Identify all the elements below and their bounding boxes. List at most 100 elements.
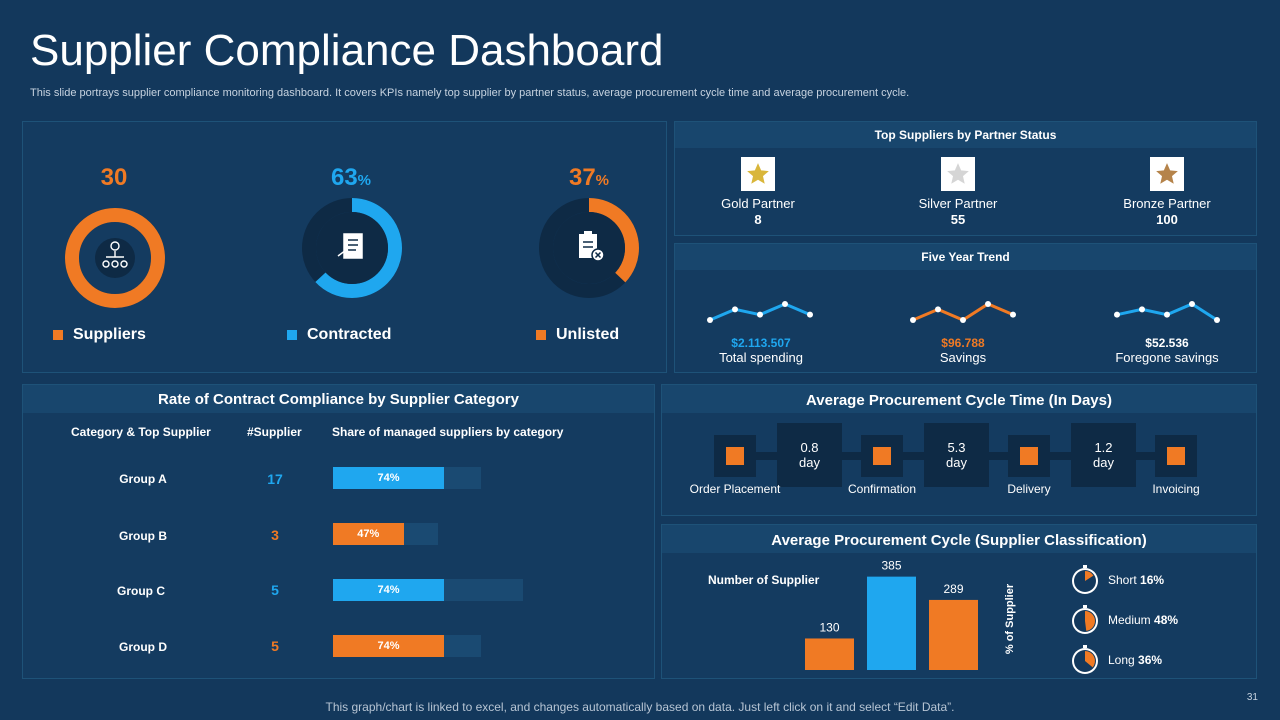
sparkline-point [707, 317, 713, 323]
kpi-suppliers-donut [65, 208, 165, 308]
gauge-knob [1083, 565, 1087, 568]
partner-gold: Gold Partner 8 [678, 157, 838, 227]
kpi-suppliers-value: 30 [100, 164, 128, 191]
short-label: Short 16% [1108, 573, 1165, 587]
total-spending-label: Total spending [719, 350, 803, 365]
foregone-savings-sparkline [1114, 301, 1220, 323]
long-label: Long 36% [1108, 653, 1163, 667]
partner-gold-value: 8 [754, 212, 762, 227]
total-spending-amount: $2.113.507 [731, 336, 791, 350]
sparkline-point [1010, 311, 1016, 318]
group-label: Group D [119, 640, 167, 654]
sparkline-point [1114, 311, 1120, 318]
sparkline-point [1214, 317, 1220, 323]
partner-bronze-label: Bronze Partner [1123, 196, 1211, 211]
share-bar: 74% [333, 635, 444, 657]
duration-1-unit: day [799, 455, 820, 470]
savings-sparkline [910, 301, 1016, 323]
legend-suppliers: Suppliers [53, 326, 146, 344]
bar-3 [929, 599, 978, 670]
bar-1 [805, 638, 854, 670]
bar-1-label: 130 [819, 620, 839, 634]
medium-label: Medium 48% [1108, 613, 1179, 627]
page-subtitle: This slide portrays supplier compliance … [30, 87, 910, 99]
sparkline-point [985, 301, 991, 307]
classification-short: Short 16% [1070, 565, 1164, 595]
sparkline-point [732, 306, 738, 313]
duration-3: 1.2 day [1071, 423, 1136, 487]
kpi-unlisted-donut [539, 198, 639, 298]
col-share: Share of managed suppliers by category [332, 425, 564, 439]
partner-silver-label: Silver Partner [918, 196, 998, 211]
stage-confirmation: Confirmation [847, 482, 917, 496]
classification-title: Average Procurement Cycle (Supplier Clas… [662, 525, 1256, 553]
sparkline-point [960, 317, 966, 323]
legend-suppliers-label: Suppliers [73, 326, 146, 343]
partner-status-title: Top Suppliers by Partner Status [675, 122, 1256, 148]
group-count: 3 [271, 527, 279, 543]
group-label: Group C [117, 584, 165, 598]
short-stopwatch-icon [1072, 565, 1098, 594]
stage-order-placement-marker [714, 435, 756, 477]
silver-star-icon [941, 157, 975, 191]
classification-long: Long 36% [1070, 645, 1162, 675]
partner-silver: Silver Partner 55 [878, 157, 1038, 227]
duration-1: 0.8 day [777, 423, 842, 487]
gauge-fill [1085, 611, 1095, 631]
legend-contracted-label: Contracted [307, 326, 392, 343]
duration-1-value: 0.8 [800, 440, 819, 455]
compliance-panel: Rate of Contract Compliance by Supplier … [22, 384, 655, 679]
gauge-knob [1083, 605, 1087, 608]
compliance-title: Rate of Contract Compliance by Supplier … [23, 385, 654, 413]
five-year-trend-title: Five Year Trend [675, 244, 1256, 270]
classification-panel: Average Procurement Cycle (Supplier Clas… [661, 524, 1257, 679]
cycle-time-panel: Average Procurement Cycle Time (In Days)… [661, 384, 1257, 516]
sparkline-point [910, 317, 916, 323]
cycle-time-title: Average Procurement Cycle Time (In Days) [662, 385, 1256, 413]
share-bar: 47% [333, 523, 404, 545]
partner-bronze-value: 100 [1156, 212, 1178, 227]
trend-total-spending: $2.113.507 Total spending [681, 336, 841, 365]
gauge-knob [1083, 645, 1087, 648]
stage-delivery-marker [1008, 435, 1050, 477]
medium-stopwatch-icon [1072, 605, 1098, 634]
group-label: Group A [119, 472, 167, 486]
duration-3-value: 1.2 [1094, 440, 1113, 455]
bar-2 [867, 576, 916, 670]
duration-2: 5.3 day [924, 423, 989, 487]
sparkline-point [1189, 301, 1195, 307]
footer-note: This graph/chart is linked to excel, and… [325, 700, 955, 714]
legend-unlisted-label: Unlisted [556, 326, 620, 343]
stage-delivery: Delivery [1007, 482, 1051, 496]
foregone-savings-amount: $52.536 [1145, 336, 1189, 350]
trend-foregone-savings: $52.536 Foregone savings [1087, 336, 1247, 365]
group-count: 5 [271, 638, 279, 654]
five-year-trend-panel: Five Year Trend $2.113.507 Total spendin… [674, 243, 1257, 373]
total-spending-sparkline [707, 301, 813, 323]
duration-2-unit: day [946, 455, 967, 470]
kpi-contracted-value: 63% [330, 164, 372, 191]
partner-bronze: Bronze Partner 100 [1087, 157, 1247, 227]
share-bar: 74% [333, 579, 444, 601]
gauge-fill [1085, 651, 1095, 668]
page-number: 31 [1246, 692, 1258, 703]
share-bar: 74% [333, 467, 444, 489]
partner-silver-value: 55 [950, 212, 966, 227]
classification-medium: Medium 48% [1070, 605, 1178, 635]
bronze-star-icon [1150, 157, 1184, 191]
sparkline-point [1164, 311, 1170, 318]
supplier-count-bar-chart: 130 385 289 [805, 561, 978, 670]
group-count: 17 [267, 471, 283, 487]
sparkline-point [1139, 306, 1145, 313]
page-title: Supplier Compliance Dashboard [30, 26, 664, 75]
gauge-fill [1085, 571, 1094, 581]
number-of-supplier-label: Number of Supplier [708, 573, 820, 587]
legend-contracted-swatch [287, 330, 297, 340]
stage-order-placement: Order Placement [689, 482, 781, 496]
duration-2-value: 5.3 [947, 440, 966, 455]
gold-star-icon [741, 157, 775, 191]
partner-gold-label: Gold Partner [721, 196, 795, 211]
stage-invoicing: Invoicing [1152, 482, 1200, 496]
kpi-panel: 30 63% 37% [22, 121, 667, 373]
duration-3-unit: day [1093, 455, 1114, 470]
